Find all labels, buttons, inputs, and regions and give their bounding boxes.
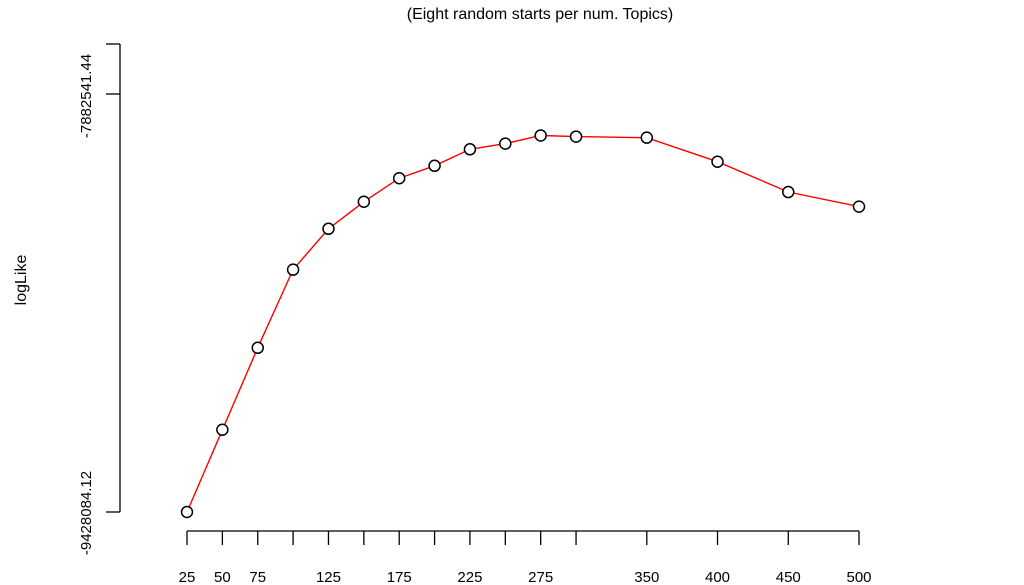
data-point bbox=[569, 130, 583, 143]
data-point bbox=[499, 137, 512, 150]
data-point bbox=[322, 222, 335, 236]
x-tick-label: 450 bbox=[776, 569, 801, 585]
data-point bbox=[782, 185, 795, 199]
x-axis: 25 50 75 125 175 225 275 350 400 450 500 bbox=[179, 530, 872, 585]
x-tick-label: 175 bbox=[387, 569, 412, 585]
x-tick-label: 500 bbox=[846, 569, 871, 585]
data-point bbox=[216, 423, 229, 437]
x-tick-label: 225 bbox=[457, 569, 482, 585]
series-line bbox=[186, 134, 860, 513]
data-point bbox=[711, 155, 724, 168]
data-point bbox=[286, 263, 300, 276]
data-point bbox=[428, 159, 441, 173]
x-tick-label: 25 bbox=[179, 569, 196, 585]
y-tick-label: -9428084.12 bbox=[78, 471, 95, 555]
data-point bbox=[357, 195, 371, 209]
x-tick-label: 400 bbox=[705, 569, 730, 585]
x-tick-label: 125 bbox=[316, 569, 341, 585]
y-tick-label: -7882541.44 bbox=[78, 54, 95, 138]
data-point bbox=[463, 143, 477, 156]
data-point bbox=[852, 200, 866, 213]
y-axis-label: logLike bbox=[13, 255, 30, 306]
y-axis: -7882541.44 -9428084.12 bbox=[78, 43, 121, 555]
chart-title: (Eight random starts per num. Topics) bbox=[407, 6, 673, 23]
data-point bbox=[251, 341, 264, 355]
x-tick-label: 275 bbox=[528, 569, 553, 585]
x-tick-label: 350 bbox=[634, 569, 659, 585]
data-point bbox=[180, 505, 194, 519]
x-tick-label: 50 bbox=[214, 569, 231, 585]
data-point bbox=[392, 171, 406, 185]
data-series bbox=[180, 129, 866, 519]
data-point bbox=[640, 131, 654, 144]
data-point bbox=[534, 129, 547, 142]
x-tick-label: 75 bbox=[249, 569, 266, 585]
